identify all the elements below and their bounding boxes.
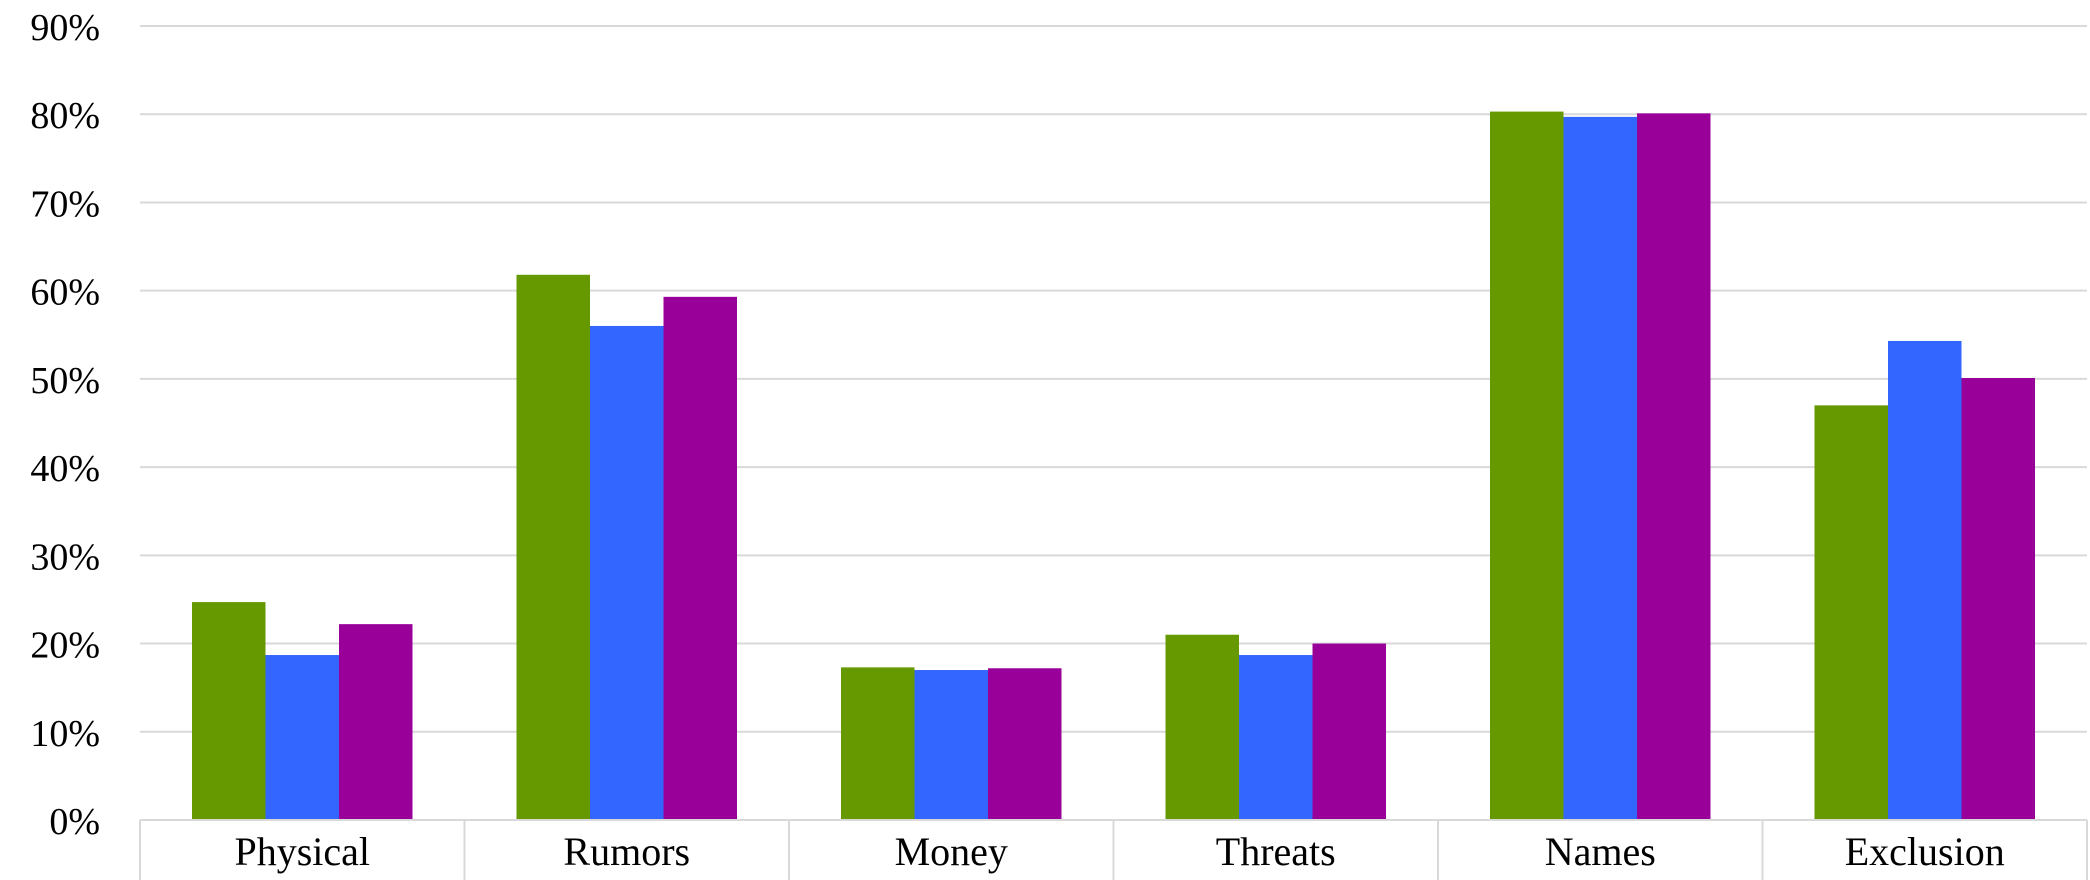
x-tick-label: Physical [234,829,370,874]
bar [1637,113,1711,821]
bar [1490,111,1564,820]
x-tick-label: Rumors [563,829,690,874]
bar [516,274,590,821]
bar [1563,116,1637,820]
y-tick-label: 90% [30,7,100,49]
y-tick-label: 0% [49,801,100,843]
labels-layer: 0% 10% 20% 30% 40% 50% 60% 70% 80% 90% Physical Rum… [30,7,2004,874]
bar [1312,643,1386,820]
bar [590,325,664,820]
grid-layer [140,25,2087,733]
bar [663,296,737,820]
bar [1888,340,1962,820]
x-tick-label: Threats [1216,829,1336,874]
y-tick-label: 80% [30,95,100,137]
y-tick-label: 40% [30,448,100,490]
bar [914,670,988,820]
bar [988,668,1062,820]
y-tick-label: 60% [30,272,100,314]
bars-layer [192,111,2035,821]
bar [192,602,266,820]
y-tick-label: 50% [30,360,100,402]
y-tick-label: 20% [30,625,100,667]
bar [265,655,339,820]
x-tick-label: Names [1545,829,1656,874]
bar [841,667,915,820]
y-tick-label: 10% [30,713,100,755]
bar [339,624,413,820]
bar [1961,378,2035,820]
axis-layer [139,819,2088,880]
bar [1165,634,1239,820]
bar [1239,655,1313,820]
y-tick-label: 30% [30,536,100,578]
x-tick-label: Money [895,829,1008,874]
bar [1814,405,1888,820]
x-tick-label: Exclusion [1845,829,2005,874]
y-tick-label: 70% [30,183,100,225]
